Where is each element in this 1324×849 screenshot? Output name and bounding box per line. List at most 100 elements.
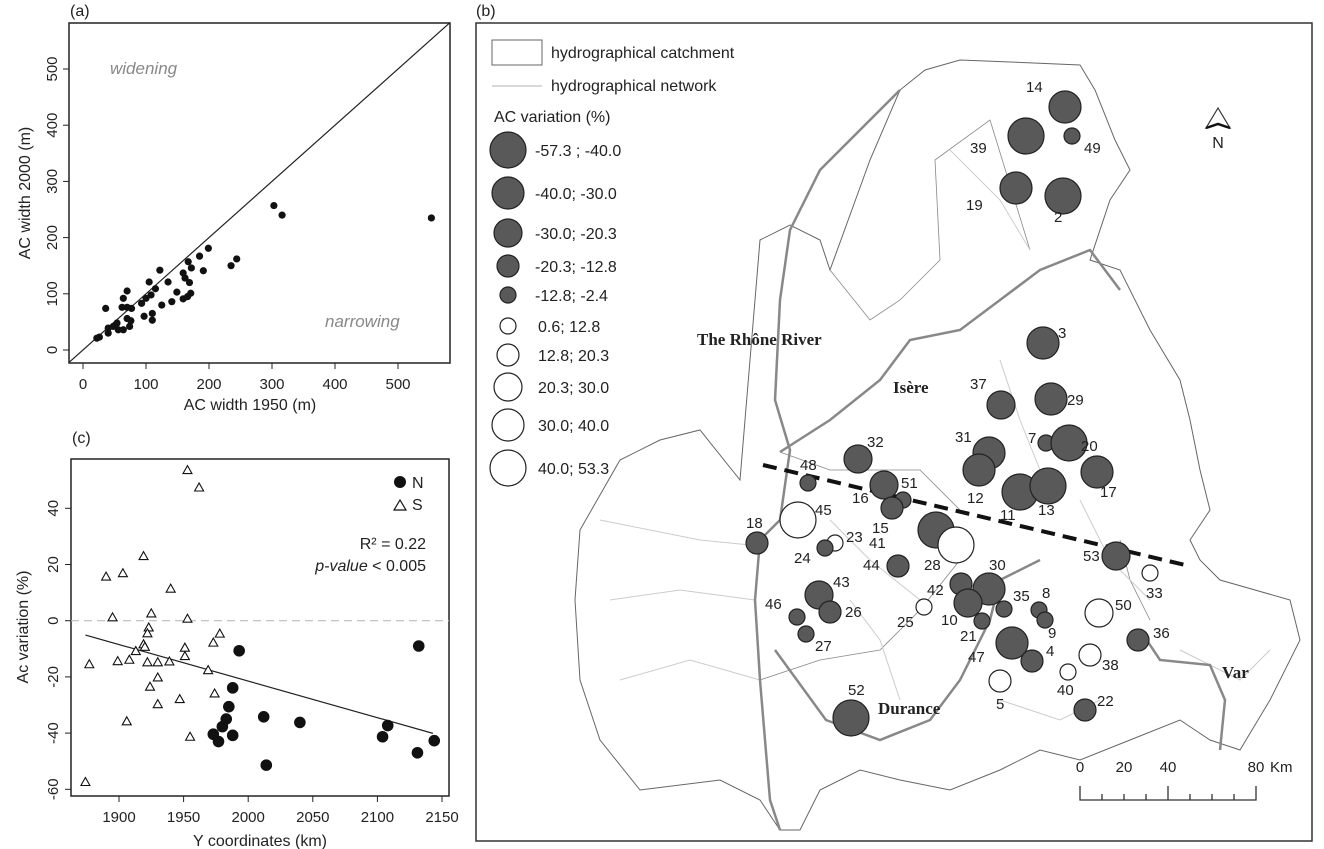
annotation-widening: widening [110, 59, 178, 78]
site-marker [962, 453, 996, 487]
site-label: 37 [970, 376, 987, 393]
site-marker [937, 526, 975, 564]
data-point-s [121, 715, 133, 726]
map-legend: hydrographical catchment hydrographical … [489, 39, 735, 487]
site-label: 49 [1084, 140, 1101, 157]
data-point-n [223, 700, 235, 713]
data-point-s [79, 776, 91, 787]
y-tick-label: 0 [45, 617, 62, 625]
site-label: 44 [863, 557, 880, 574]
data-point-s [165, 583, 177, 593]
panel-a-label: (a) [70, 3, 90, 20]
data-point-s [145, 607, 157, 618]
scale-label-80: 80 [1248, 759, 1265, 776]
site-marker [797, 625, 815, 643]
legend-catchment-label: hydrographical catchment [551, 45, 735, 62]
legend-network-label: hydrographical network [551, 78, 717, 95]
site-label: 14 [1026, 79, 1043, 96]
site-marker [1101, 541, 1131, 571]
data-point-n [226, 729, 239, 742]
site-label: 38 [1102, 657, 1119, 674]
data-point [179, 295, 187, 303]
site-marker [973, 612, 991, 630]
site-marker [1044, 177, 1082, 215]
site-label: 17 [1100, 484, 1117, 501]
data-point [195, 252, 204, 260]
data-point [158, 301, 166, 309]
data-point-s [174, 693, 186, 704]
site-marker [986, 390, 1016, 420]
legend-class-label: -40.0; -30.0 [535, 186, 617, 203]
legend-class-symbol [491, 176, 525, 210]
y-tick-label: 400 [44, 113, 61, 138]
legend-class-label: -30.0; -20.3 [535, 226, 617, 243]
site-marker [1080, 455, 1114, 489]
y-tick-label: 300 [44, 169, 61, 194]
data-point-s [139, 641, 151, 651]
x-tick-label: 2000 [232, 809, 265, 826]
p-value-threshold: < 0.005 [368, 558, 426, 575]
site-marker [1073, 698, 1097, 722]
x-tick-label: 400 [322, 376, 347, 393]
panel-c-label: (c) [72, 430, 91, 447]
site-label: 41 [869, 535, 886, 552]
legend-class-label: 40.0; 53.3 [538, 461, 609, 478]
data-point [142, 294, 150, 302]
data-point [148, 309, 156, 318]
site-marker [999, 171, 1033, 205]
data-point-s [143, 621, 155, 632]
data-point [147, 291, 155, 299]
legend-class-symbol [499, 286, 517, 304]
legend-marker-n [394, 476, 406, 488]
data-point-s [163, 655, 175, 666]
site-marker [988, 669, 1012, 693]
site-marker [799, 474, 817, 492]
data-point-s [100, 570, 112, 581]
data-point [151, 285, 160, 293]
data-point [185, 278, 194, 287]
site-marker [1048, 90, 1082, 124]
site-label: 24 [794, 550, 811, 567]
panel-c-xlabel: Y coordinates (km) [193, 833, 327, 849]
site-label: 2 [1054, 209, 1062, 226]
data-point [127, 317, 135, 325]
data-point-n [212, 735, 225, 748]
panel-b-label: (b) [476, 3, 496, 20]
data-point [181, 274, 189, 282]
site-label: 47 [968, 649, 985, 666]
p-value-label: p-value < 0.005 [314, 558, 426, 575]
x-tick-label: 1900 [102, 809, 135, 826]
y-tick-label: -60 [45, 778, 62, 800]
scale-bar [1079, 786, 1257, 801]
data-point-n [428, 734, 441, 747]
site-marker [880, 496, 904, 520]
site-marker [832, 699, 870, 737]
river-label-isere: Isère [893, 378, 929, 397]
site-label: 11 [1000, 507, 1016, 524]
data-point-n [233, 644, 245, 657]
site-marker [886, 554, 910, 578]
data-point-s [179, 650, 191, 661]
x-tick-label: 2150 [425, 809, 458, 826]
site-label: 30 [989, 557, 1006, 574]
site-label: 7 [1028, 430, 1036, 447]
river-label-rhone: The Rhône River [697, 330, 822, 349]
x-tick-label: 1950 [167, 809, 200, 826]
site-marker [1029, 467, 1067, 505]
site-label: 4 [1046, 643, 1054, 660]
data-point-s [209, 687, 221, 698]
data-point-s [152, 671, 164, 682]
site-label: 23 [846, 529, 863, 546]
legend-label-s: S [412, 497, 423, 514]
panel-a-ylabel: AC width 2000 (m) [17, 127, 34, 260]
data-point-s [182, 464, 193, 475]
site-marker [1084, 598, 1114, 628]
data-point-n [412, 640, 425, 652]
site-label: 46 [765, 596, 782, 613]
site-marker [843, 444, 873, 474]
site-label: 21 [960, 628, 977, 645]
data-point-n [376, 730, 389, 743]
data-point [119, 326, 127, 334]
north-arrow-icon: N [1204, 106, 1232, 152]
data-point [127, 304, 136, 313]
